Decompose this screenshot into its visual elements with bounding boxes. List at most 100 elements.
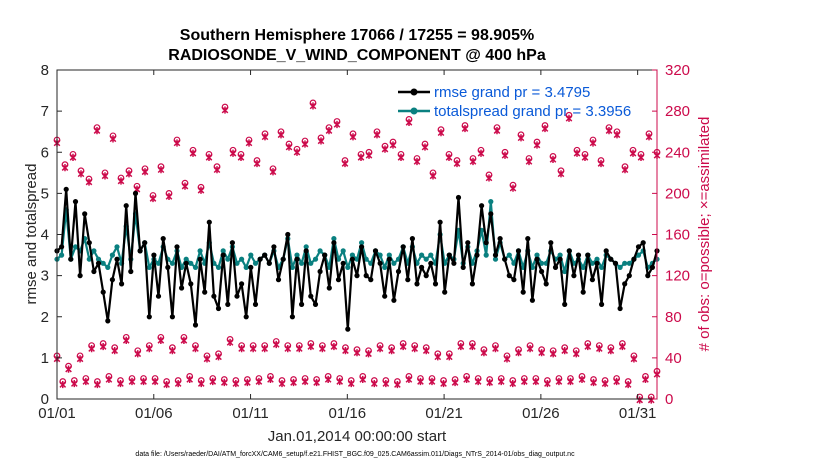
obs-count-low-assimilated-marker bbox=[197, 379, 205, 388]
rmse-point bbox=[474, 252, 480, 258]
rmse-point bbox=[243, 314, 249, 320]
rmse-point bbox=[197, 256, 203, 262]
rmse-point bbox=[552, 264, 559, 270]
obs-count-high-assimilated-marker bbox=[253, 159, 261, 168]
rmse-point bbox=[109, 277, 115, 283]
rmse-point bbox=[275, 277, 282, 283]
rmse-point bbox=[151, 252, 157, 258]
obs-count-low-assimilated-marker bbox=[59, 380, 67, 389]
y-tick-label: 7 bbox=[41, 103, 49, 120]
rmse-point bbox=[155, 293, 162, 299]
rmse-point bbox=[354, 273, 360, 279]
rmse-point bbox=[215, 305, 222, 312]
obs-count-high-assimilated-marker bbox=[77, 170, 85, 178]
obs-count-high-assimilated-marker bbox=[301, 140, 309, 148]
obs-count-low-assimilated-marker bbox=[544, 379, 551, 388]
obs-count-low-assimilated-marker bbox=[526, 344, 534, 353]
totalspread-point bbox=[617, 264, 623, 270]
obs-count-high-assimilated-marker bbox=[421, 143, 429, 151]
obs-count-high-assimilated-marker bbox=[637, 153, 645, 161]
rmse-point bbox=[423, 273, 429, 279]
obs-count-low-assimilated-marker bbox=[209, 377, 217, 386]
rmse-point bbox=[257, 256, 263, 262]
rmse-point bbox=[479, 203, 485, 209]
x-tick-label: 01/21 bbox=[425, 405, 463, 422]
rmse-point bbox=[608, 256, 614, 262]
totalspread-point bbox=[72, 244, 79, 250]
rmse-point bbox=[77, 273, 83, 279]
obs-count-high-assimilated-marker bbox=[117, 177, 125, 185]
rmse-point bbox=[543, 281, 549, 287]
obs-count-low-assimilated-marker bbox=[238, 344, 245, 353]
obs-count-high-assimilated-marker bbox=[197, 186, 205, 194]
rmse-point bbox=[400, 244, 406, 250]
totalspread-point bbox=[303, 244, 309, 250]
totalspread-point bbox=[562, 268, 568, 275]
rmse-point bbox=[63, 186, 69, 192]
obs-count-high-assimilated-marker bbox=[565, 114, 573, 122]
obs-count-low-assimilated-marker bbox=[192, 344, 199, 353]
totalspread-point bbox=[192, 264, 199, 270]
obs-count-high-assimilated-marker bbox=[461, 124, 469, 133]
obs-count-high-assimilated-marker bbox=[429, 172, 437, 180]
obs-count-high-assimilated-marker bbox=[645, 133, 653, 141]
rmse-point bbox=[539, 268, 545, 275]
obs-count-low-assimilated-marker bbox=[128, 377, 136, 386]
rmse-point bbox=[594, 260, 600, 266]
rmse-point bbox=[119, 281, 125, 287]
obs-count-low-assimilated-marker bbox=[619, 342, 626, 351]
rmse-point bbox=[225, 301, 231, 307]
x-tick-label: 01/31 bbox=[619, 405, 657, 422]
obs-count-high-assimilated-marker bbox=[141, 168, 149, 176]
rmse-point bbox=[169, 314, 175, 320]
rmse-point bbox=[312, 301, 319, 307]
obs-count-low-assimilated-marker bbox=[647, 396, 655, 404]
obs-count-low-assimilated-marker bbox=[330, 342, 338, 351]
totalspread-point bbox=[340, 248, 346, 254]
obs-count-low-assimilated-marker bbox=[215, 353, 222, 361]
obs-count-low-assimilated-marker bbox=[399, 342, 407, 351]
obs-count-high-assimilated-marker bbox=[189, 149, 197, 157]
obs-count-high-assimilated-marker bbox=[61, 164, 69, 172]
obs-count-low-assimilated-marker bbox=[272, 340, 280, 349]
rmse-point bbox=[317, 268, 323, 275]
rmse-point bbox=[520, 289, 526, 295]
y-tick-label: 2 bbox=[41, 309, 49, 326]
totalspread-point bbox=[622, 260, 628, 266]
obs-count-high-assimilated-marker bbox=[501, 151, 509, 159]
obs-count-high-assimilated-marker bbox=[533, 141, 541, 149]
rmse-point bbox=[428, 260, 434, 266]
obs-count-low-assimilated-marker bbox=[70, 379, 78, 388]
totalspread-point bbox=[183, 256, 189, 262]
y2-tick-label: 0 bbox=[665, 391, 673, 408]
obs-count-high-assimilated-marker bbox=[93, 127, 101, 135]
obs-count-high-assimilated-marker bbox=[237, 153, 245, 161]
totalspread-point bbox=[391, 260, 397, 266]
obs-count-high-assimilated-marker bbox=[557, 170, 565, 178]
totalspread-point bbox=[146, 264, 152, 270]
obs-count-low-assimilated-marker bbox=[307, 342, 315, 351]
obs-count-low-assimilated-marker bbox=[613, 377, 620, 386]
rmse-point bbox=[160, 236, 166, 242]
rmse-point bbox=[534, 256, 540, 262]
totalspread-point bbox=[349, 252, 355, 258]
obs-count-low-assimilated-marker bbox=[370, 379, 378, 388]
rmse-point bbox=[340, 260, 346, 266]
obs-count-high-assimilated-marker bbox=[157, 166, 165, 174]
y-tick-label: 3 bbox=[41, 268, 49, 285]
obs-count-low-assimilated-marker bbox=[607, 347, 615, 355]
plot-background bbox=[57, 70, 657, 399]
obs-count-low-assimilated-marker bbox=[313, 378, 320, 387]
rmse-point bbox=[211, 293, 217, 299]
obs-count-low-assimilated-marker bbox=[278, 379, 286, 388]
obs-count-low-assimilated-marker bbox=[578, 375, 586, 384]
y-tick-label: 1 bbox=[41, 350, 49, 367]
obs-count-low-assimilated-marker bbox=[411, 344, 419, 353]
legend: rmse grand pr = 3.4795 totalspread grand… bbox=[398, 84, 631, 120]
obs-count-low-assimilated-marker bbox=[180, 336, 188, 344]
rmse-point bbox=[571, 273, 577, 279]
rmse-point bbox=[575, 252, 582, 258]
rmse-point bbox=[635, 244, 642, 250]
